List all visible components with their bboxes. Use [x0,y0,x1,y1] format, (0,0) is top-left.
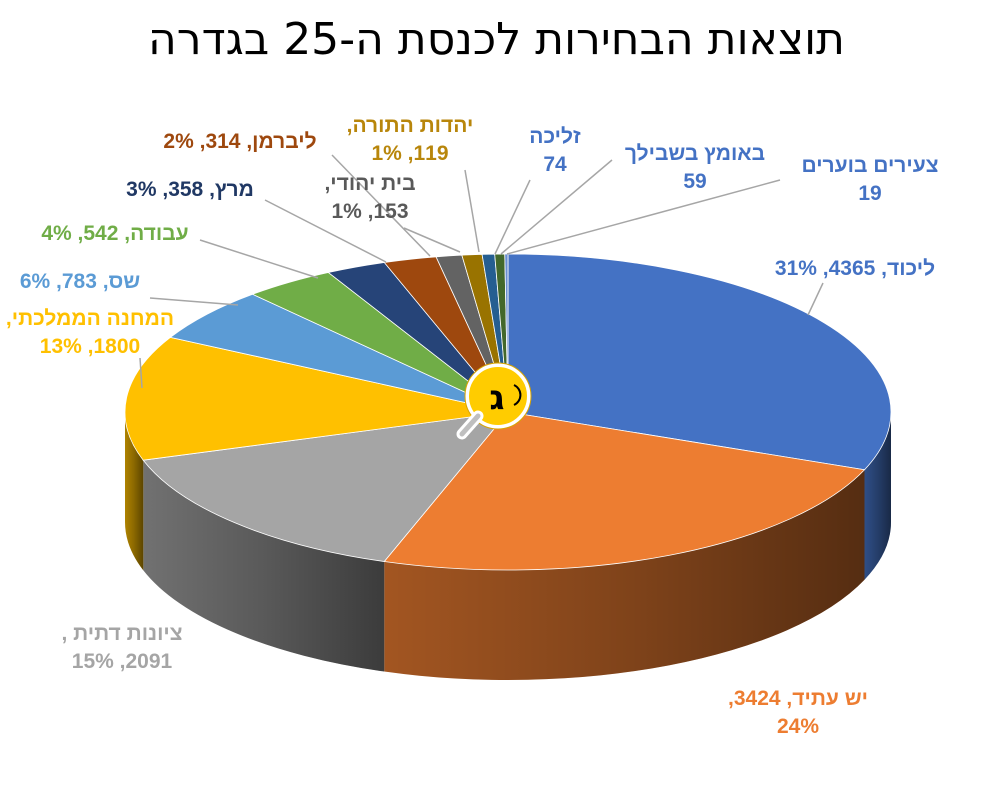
slice-label-10: זליכה 74 [529,125,581,176]
slice-label-line: יהדות התורה, [347,114,474,137]
slice-label-4: שס, 783, 6% [20,270,140,293]
slice-label-line: שס, 783, 6% [20,270,140,293]
slice-label-11: באומץ בשבילך 59 [625,142,765,193]
slice-label-line: 119, 1% [371,142,448,165]
slice-label-line: זליכה [529,125,581,148]
slice-label-9: יהדות התורה, 119, 1% [347,114,474,165]
pie-slice-0 [507,253,892,471]
slice-label-line: 59 [683,170,706,193]
slice-label-line: המחנה הממלכתי, [6,307,174,330]
slice-label-line: צעירים בוערים [802,154,939,177]
pie-wall-shade-1 [384,469,865,680]
slice-label-line: 74 [543,153,567,176]
leader-line-10 [494,179,531,255]
pie-slice-2 [142,411,509,562]
leader-line-5 [199,239,319,279]
slice-label-7: ליברמן, 314, 2% [163,130,316,153]
slice-label-line: 1800, 13% [40,335,140,358]
leader-line-7 [331,154,431,257]
slice-label-line: עבודה, 542, 4% [41,222,188,245]
slice-label-3: המחנה הממלכתי, 1800, 13% [6,307,174,358]
slice-label-line: 19 [858,182,881,205]
slice-label-5: עבודה, 542, 4% [41,222,188,245]
slice-label-line: ציונות דתית , [61,622,182,645]
leader-line-3 [139,357,143,389]
slice-label-line: ליברמן, 314, 2% [163,130,316,153]
pie-wall-shade-2 [143,460,385,672]
badge-letter: ג [489,378,504,418]
pie-slice-3 [124,336,509,461]
slice-label-2: ציונות דתית , 2091, 15% [61,622,182,673]
leader-line-8 [403,227,461,253]
leader-line-11 [500,159,613,255]
slice-label-12: צעירים בוערים 19 [802,154,939,205]
pie-wall-shade-0 [864,412,891,580]
slice-label-line: 24% [777,715,819,738]
leader-line-9 [464,169,480,253]
slice-label-1: יש עתיד, 3424, 24% [728,687,868,738]
chart-title: תוצאות הבחירות לכנסת ה-25 בגדרה [148,14,845,65]
leader-line-0 [807,282,824,316]
slice-label-line: בית יהודי, [324,172,415,195]
pie-wall-shade-3 [125,412,144,571]
slice-label-line: 2091, 15% [72,650,173,673]
leader-line-6 [264,199,387,263]
slice-label-line: 153, 1% [331,200,408,223]
slice-label-line: ליכוד, 4365, 31% [775,257,935,280]
pie-slice-4 [169,293,509,413]
leader-line-4 [149,297,239,306]
slice-label-line: באומץ בשבילך [625,142,765,165]
magnifier-badge-icon: ג [456,362,532,440]
leader-line-12 [506,179,781,255]
slice-label-8: בית יהודי, 153, 1% [324,172,415,223]
pie-slice-1 [383,411,866,571]
slice-label-6: מרץ, 358, 3% [126,178,254,201]
slice-label-line: יש עתיד, 3424, [728,687,868,710]
slice-label-0: ליכוד, 4365, 31% [775,257,935,280]
slice-label-line: מרץ, 358, 3% [126,178,254,201]
